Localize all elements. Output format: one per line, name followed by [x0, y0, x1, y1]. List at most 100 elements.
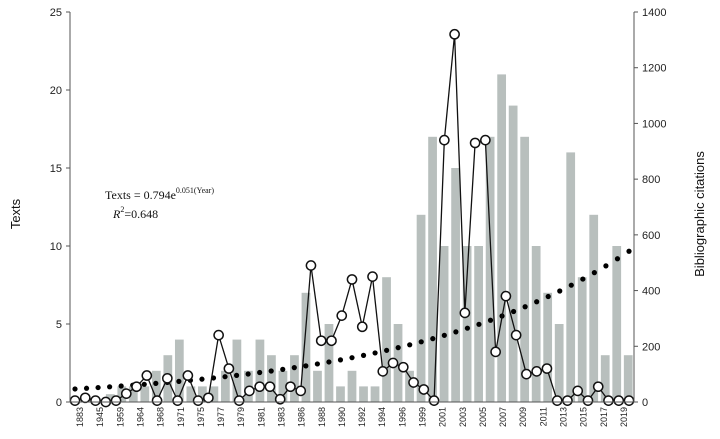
x-tick-label: 2007 — [498, 407, 508, 427]
x-tick-label: 1990 — [337, 407, 347, 427]
citations-point — [510, 329, 522, 341]
trend-point — [487, 317, 494, 323]
citations-point — [264, 381, 276, 393]
citations-point — [572, 385, 584, 397]
citations-point — [141, 370, 153, 381]
bar — [520, 136, 530, 403]
trend-point — [534, 299, 540, 305]
trend-point — [291, 365, 297, 371]
citations-point — [500, 290, 512, 302]
trend-point — [626, 248, 632, 254]
bar — [209, 386, 219, 402]
citations-point — [182, 370, 194, 381]
trend-point — [199, 376, 205, 382]
trend-point — [510, 308, 517, 315]
bar — [462, 246, 472, 402]
citations-point — [377, 366, 389, 377]
x-tick-label: 1945 — [95, 407, 105, 427]
trend-point — [580, 276, 586, 282]
bars-texts-series — [105, 74, 633, 403]
bar — [151, 370, 161, 402]
trend-point — [568, 282, 574, 288]
trend-point — [476, 321, 482, 327]
x-tick-label: 1992 — [357, 407, 367, 427]
y2-axis-title: Bibliographic citations — [692, 151, 707, 277]
bar — [359, 386, 368, 402]
citations-point — [305, 260, 317, 271]
bar — [485, 136, 495, 403]
bar — [221, 370, 230, 402]
trend-point — [384, 347, 390, 353]
citations-point — [151, 395, 163, 406]
bar — [347, 370, 357, 402]
bar — [416, 214, 426, 402]
trend-point — [222, 374, 228, 380]
bar — [267, 355, 276, 402]
citations-point — [233, 395, 245, 406]
citations-point — [120, 388, 132, 399]
citations-point — [603, 395, 614, 406]
bar — [186, 386, 196, 402]
trend-point — [418, 339, 424, 345]
trend-point — [303, 363, 309, 369]
bar — [439, 246, 449, 402]
bar — [382, 277, 391, 402]
bar — [313, 370, 322, 402]
x-tick-label: 1971 — [176, 407, 186, 427]
citations-point — [592, 381, 604, 393]
citations-point — [521, 368, 532, 380]
y2-tick-label: 0 — [642, 397, 648, 409]
citations-point — [315, 335, 327, 347]
citations-point — [172, 395, 183, 406]
citations-point — [295, 385, 307, 397]
citations-point — [418, 384, 430, 395]
citations-point — [192, 395, 204, 406]
axes: 0 5 10 15 20 25 0 200 400 600 800 1000 1200 1400 1883 1… — [50, 7, 667, 427]
y2-tick-label: 400 — [642, 286, 660, 298]
citations-point — [254, 381, 266, 393]
trend-point — [233, 372, 240, 378]
bar — [140, 386, 150, 402]
x-tick-label: 1981 — [256, 407, 266, 427]
trend-point — [360, 352, 367, 358]
citations-point — [387, 357, 399, 369]
citations-point — [213, 329, 224, 341]
y-tick-label: 20 — [50, 85, 62, 97]
bar — [589, 214, 599, 402]
x-tick-label: 2005 — [478, 407, 488, 427]
citations-point — [336, 310, 348, 321]
citations-point — [428, 395, 440, 406]
trend-point — [522, 304, 528, 310]
trend-point — [280, 366, 286, 372]
citations-point — [562, 395, 573, 406]
x-tick-label: 2009 — [518, 407, 528, 427]
bar — [301, 292, 311, 402]
citations-point — [469, 137, 481, 149]
citations-point — [490, 346, 501, 358]
trend-point — [176, 378, 182, 384]
bar — [278, 370, 288, 402]
bar — [451, 168, 460, 402]
trend-point — [107, 384, 113, 390]
x-tick-label: 1983 — [277, 407, 287, 427]
citations-point — [203, 392, 214, 404]
trend-point — [603, 263, 609, 269]
citations-point — [480, 134, 491, 146]
citations-point — [408, 377, 419, 388]
citations-point — [90, 395, 101, 406]
citations-point — [69, 395, 81, 406]
citations-point — [356, 321, 368, 333]
trend-point — [407, 342, 413, 348]
x-tick-label: 1975 — [196, 407, 206, 427]
bar — [405, 370, 414, 402]
bar — [428, 136, 437, 403]
bar — [508, 105, 518, 402]
y-tick-label: 15 — [50, 163, 62, 175]
y2-tick-label: 1000 — [642, 118, 666, 130]
trend-point — [591, 270, 597, 276]
trend-point — [268, 368, 274, 374]
citations-point — [438, 134, 450, 146]
citations-point — [326, 335, 337, 347]
trend-point — [326, 359, 332, 365]
citations-point — [541, 363, 553, 374]
